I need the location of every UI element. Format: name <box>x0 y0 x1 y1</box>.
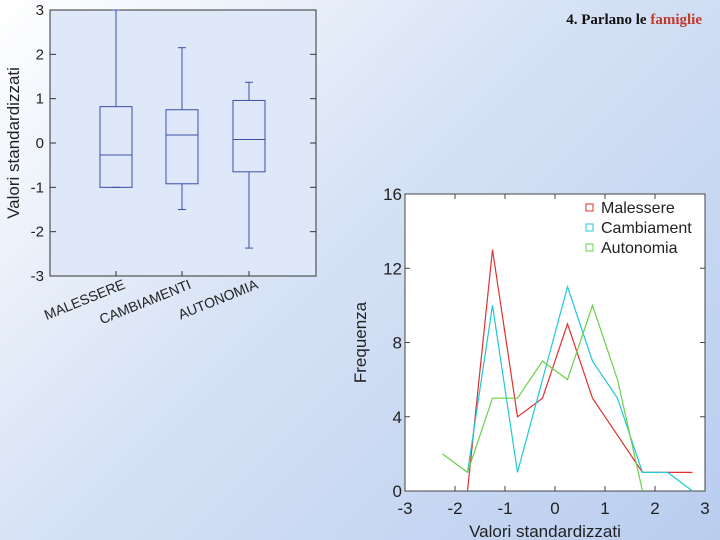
legend-marker-cambiamenti <box>585 223 594 232</box>
linechart-xtick-label: 0 <box>550 499 559 518</box>
linechart-xtick-label: -1 <box>497 499 512 518</box>
linechart-ytick-label: 8 <box>393 334 402 353</box>
slide-title-prefix: 4. Parlano le <box>566 12 651 28</box>
legend-marker-autonomia <box>585 243 594 252</box>
box-autonomia <box>232 81 266 249</box>
boxplot-ytick-label: 2 <box>36 46 44 63</box>
linechart-ytick-label: 16 <box>383 185 402 204</box>
boxplot-ytick-label: 0 <box>36 135 44 152</box>
boxplot-ylabel: Valori standardizzati <box>4 67 23 219</box>
legend-label-malessere: Malessere <box>601 200 675 217</box>
boxplot-ytick-label: -1 <box>31 179 44 196</box>
boxplot-frame <box>49 9 317 277</box>
series-line-autonomia <box>442 303 644 492</box>
linechart-ylabel: Frequenza <box>351 301 370 383</box>
linechart-frame <box>404 193 706 492</box>
legend-label-cambiamenti: Cambiament <box>601 220 692 237</box>
boxplot-ytick-label: -3 <box>31 268 44 285</box>
slide-title-highlight: famiglie <box>650 12 702 28</box>
boxplot-ytick-label: 1 <box>36 91 44 108</box>
series-line-cambiamenti <box>466 284 693 492</box>
boxplot-ytick-label: -2 <box>31 224 44 241</box>
box-cambiamenti <box>165 47 199 210</box>
linechart-xtick-label: 2 <box>650 499 659 518</box>
legend-marker-malessere <box>585 203 594 212</box>
box-rect <box>232 99 266 173</box>
box-rect <box>165 109 199 185</box>
linechart-xtick-label: -3 <box>397 499 412 518</box>
boxplot-ytick-label: 3 <box>36 2 44 19</box>
linechart-xlabel: Valori standardizzati <box>469 522 621 540</box>
legend-label-autonomia: Autonomia <box>601 240 678 257</box>
linechart-ytick-label: 0 <box>393 482 402 501</box>
linechart-xtick-label: -2 <box>447 499 462 518</box>
box-rect <box>99 106 133 188</box>
linechart-ytick-label: 4 <box>393 408 402 427</box>
box-malessere <box>99 9 133 188</box>
linechart-xtick-label: 1 <box>600 499 609 518</box>
linechart-xtick-label: 3 <box>700 499 709 518</box>
linechart-ytick-label: 12 <box>383 259 402 278</box>
slide-title: 4. Parlano le famiglie <box>566 12 702 29</box>
